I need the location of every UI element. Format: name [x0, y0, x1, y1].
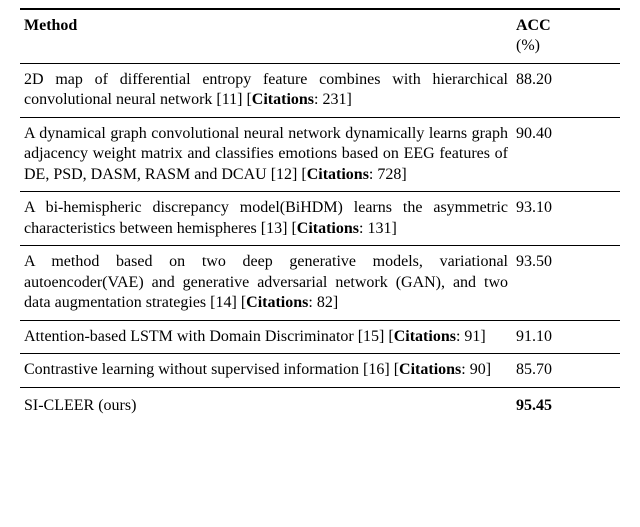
table-row-final: SI-CLEER (ours) 95.45: [20, 387, 620, 416]
method-text-post: : 82]: [308, 294, 338, 311]
acc-cell-final: 95.45: [512, 387, 620, 416]
table-row: A dynamical graph convolutional neural n…: [20, 117, 620, 191]
method-text-post: : 91]: [456, 328, 486, 345]
table-row: Contrastive learning without supervised …: [20, 354, 620, 387]
citations-label: Citations: [297, 220, 359, 237]
method-text-pre: Attention-based LSTM with Domain Discrim…: [24, 328, 394, 345]
results-table-container: Method ACC (%) 2D map of differential en…: [0, 0, 640, 416]
method-cell: Contrastive learning without supervised …: [20, 354, 512, 387]
table-row: A method based on two deep generative mo…: [20, 246, 620, 320]
method-cell: A dynamical graph convolutional neural n…: [20, 117, 512, 191]
acc-label: ACC: [516, 17, 551, 34]
col-header-acc: ACC (%): [512, 9, 620, 63]
citations-label: Citations: [252, 91, 314, 108]
acc-cell: 93.50: [512, 246, 620, 320]
table-row: 2D map of differential entropy feature c…: [20, 63, 620, 117]
method-text-post: : 231]: [314, 91, 352, 108]
acc-cell: 88.20: [512, 63, 620, 117]
results-table: Method ACC (%) 2D map of differential en…: [20, 8, 620, 416]
method-text-post: : 131]: [359, 220, 397, 237]
col-header-method: Method: [20, 9, 512, 63]
acc-cell: 85.70: [512, 354, 620, 387]
acc-unit: (%): [516, 37, 540, 54]
citations-label: Citations: [399, 361, 461, 378]
table-row: A bi-hemispheric discrepancy model(BiHDM…: [20, 192, 620, 246]
method-cell: Attention-based LSTM with Domain Discrim…: [20, 320, 512, 353]
acc-cell: 90.40: [512, 117, 620, 191]
method-cell: A bi-hemispheric discrepancy model(BiHDM…: [20, 192, 512, 246]
method-cell: 2D map of differential entropy feature c…: [20, 63, 512, 117]
citations-label: Citations: [394, 328, 456, 345]
method-text-post: : 90]: [461, 361, 491, 378]
method-text-post: : 728]: [369, 166, 407, 183]
method-cell-final: SI-CLEER (ours): [20, 387, 512, 416]
method-text-pre: Contrastive learning without supervised …: [24, 361, 399, 378]
method-text-pre: A dynamical graph convolutional neural n…: [24, 125, 508, 183]
table-row: Attention-based LSTM with Domain Discrim…: [20, 320, 620, 353]
table-header-row: Method ACC (%): [20, 9, 620, 63]
method-cell: A method based on two deep generative mo…: [20, 246, 512, 320]
acc-cell: 91.10: [512, 320, 620, 353]
citations-label: Citations: [246, 294, 308, 311]
method-text-pre: A bi-hemispheric discrepancy model(BiHDM…: [24, 199, 508, 236]
citations-label: Citations: [307, 166, 369, 183]
acc-cell: 93.10: [512, 192, 620, 246]
